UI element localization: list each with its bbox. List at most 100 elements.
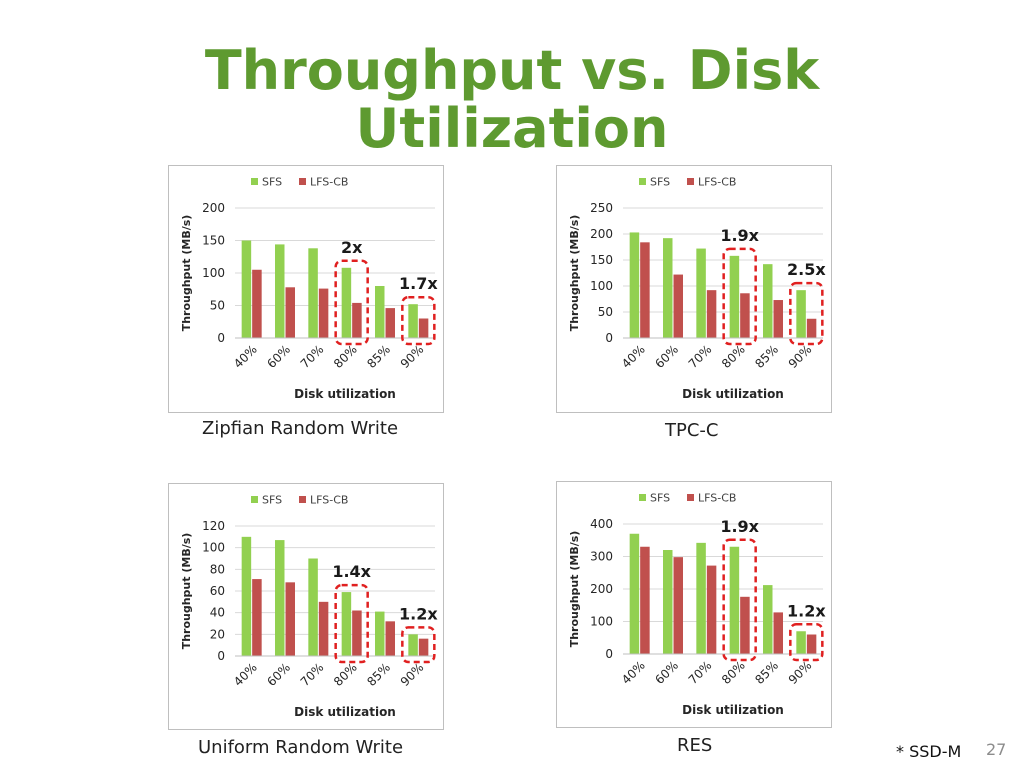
bar-lfs-cb-80 [352,610,362,656]
legend-swatch-sfs [251,178,258,185]
slide-title-line-1: Throughput vs. Disk [204,39,820,102]
callout-box-90 [789,623,824,662]
bar-lfs-cb-70 [318,601,329,656]
x-tick-label: 90% [786,658,815,687]
chart-tpc-c: SFS LFS-CB 0 50 100 150 200 250 Throughput (MB/s… [556,165,832,413]
callout-box-90 [401,295,436,346]
y-tick-label: 50 [598,305,613,319]
y-tick-label: 200 [202,201,225,215]
callout-box-80 [334,583,369,664]
y-tick-label: 400 [590,517,613,531]
bar-sfs-85 [763,264,773,338]
y-axis-label: Throughput (MB/s) [180,215,193,332]
bar-sfs-40 [241,240,252,338]
bar-sfs-60 [663,550,673,654]
y-axis-label: Throughput (MB/s) [180,533,193,650]
x-tick-label: 60% [652,342,681,371]
caption-res: RES [677,735,713,756]
callout-box-80 [334,259,369,346]
y-tick-label: 120 [202,519,225,533]
x-tick-label: 60% [264,660,293,689]
y-tick-label: 100 [202,541,225,555]
chart-svg: SFS LFS-CB 0 20 40 60 80 100 120 Throughput (MB/s… [180,494,438,720]
y-tick-label: 0 [217,331,225,345]
y-tick-label: 0 [605,647,613,661]
x-tick-label: 70% [298,342,327,371]
bar-sfs-85 [375,286,385,338]
caption-zipfian-random-write: Zipfian Random Write [202,418,399,439]
chart-legend: SFS LFS-CB [251,176,348,189]
bar-sfs-90 [408,304,418,338]
legend-swatch-lfs-cb [299,178,306,185]
x-tick-label: 70% [686,342,715,371]
chart-legend: SFS LFS-CB [251,494,348,507]
y-tick-label: 250 [590,201,613,215]
bar-sfs-70 [696,248,706,338]
chart-legend: SFS LFS-CB [639,176,736,189]
y-tick-label: 50 [210,299,225,313]
x-tick-label: 70% [686,658,715,687]
x-tick-label: 70% [298,660,327,689]
bar-lfs-cb-85 [385,308,395,338]
chart-legend: SFS LFS-CB [639,492,736,505]
legend-label-lfs-cb: LFS-CB [698,492,736,505]
y-tick-label: 300 [590,550,613,564]
y-tick-label: 20 [210,627,225,641]
bar-lfs-cb-90 [806,318,817,338]
x-tick-label: 85% [752,342,781,371]
y-tick-label: 80 [210,562,225,576]
bar-lfs-cb-60 [673,274,683,338]
callout-box-80 [722,247,757,346]
bar-sfs-40 [629,232,640,338]
x-tick-label: 80% [331,342,360,371]
callout-label: 1.9x [720,226,759,245]
bar-lfs-cb-60 [673,557,683,654]
x-tick-label: 90% [398,660,427,689]
x-tick-label: 90% [786,342,815,371]
y-tick-label: 100 [590,279,613,293]
bar-sfs-80 [341,592,352,656]
callout-label: 1.4x [332,562,371,581]
legend-label-sfs: SFS [650,492,670,505]
y-axis-label: Throughput (MB/s) [568,531,581,648]
bar-sfs-90 [796,290,806,338]
legend-label-lfs-cb: LFS-CB [310,494,348,507]
slide-title-line-2: Utilization [355,97,669,160]
bar-sfs-70 [308,558,318,656]
bar-lfs-cb-40 [640,242,650,338]
bar-sfs-90 [796,631,806,654]
x-axis-label: Disk utilization [294,705,396,719]
y-tick-label: 200 [590,227,613,241]
bar-lfs-cb-40 [640,546,650,654]
callout-box-90 [401,626,436,664]
legend-label-lfs-cb: LFS-CB [310,176,348,189]
x-tick-label: 85% [752,658,781,687]
chart-svg: SFS LFS-CB 0 50 100 150 200 Throughput (MB/s) 40… [180,176,438,402]
legend-swatch-sfs [639,178,646,185]
bar-sfs-80 [729,255,740,338]
slide-title: Throughput vs. Disk Utilization [0,42,1024,158]
x-tick-label: 85% [364,342,393,371]
bar-sfs-80 [729,546,740,654]
bar-sfs-40 [241,536,252,656]
x-axis-label: Disk utilization [294,387,396,401]
x-axis-label: Disk utilization [682,387,784,401]
chart-zipfian-random-write: SFS LFS-CB 0 50 100 150 200 Throughput (MB/s) 40… [168,165,444,413]
legend-swatch-lfs-cb [299,496,306,503]
legend-label-sfs: SFS [262,176,282,189]
legend-label-sfs: SFS [262,494,282,507]
bar-sfs-90 [408,634,418,656]
x-tick-label: 85% [364,660,393,689]
x-tick-label: 40% [619,342,648,371]
y-tick-label: 40 [210,606,225,620]
callout-label: 2x [341,238,363,257]
x-tick-label: 80% [719,342,748,371]
callout-box-80 [722,538,757,662]
page-number: 27 [986,740,1007,759]
chart-svg: SFS LFS-CB 0 100 200 300 400 Throughput (MB/s) 4… [568,492,826,718]
chart-svg: SFS LFS-CB 0 50 100 150 200 250 Throughput (MB/s… [568,176,826,402]
callout-label: 1.9x [720,517,759,536]
x-axis-label: Disk utilization [682,703,784,717]
y-tick-label: 0 [605,331,613,345]
legend-label-lfs-cb: LFS-CB [698,176,736,189]
